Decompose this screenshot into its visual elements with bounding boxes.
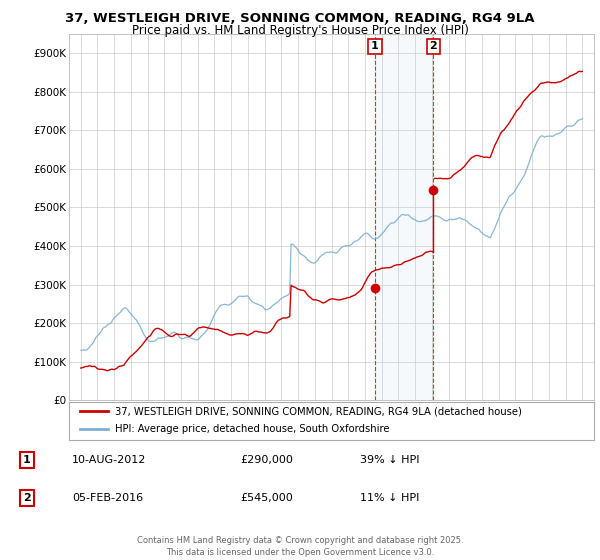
Text: 2: 2 [430, 41, 437, 52]
Text: 1: 1 [371, 41, 379, 52]
Text: 37, WESTLEIGH DRIVE, SONNING COMMON, READING, RG4 9LA: 37, WESTLEIGH DRIVE, SONNING COMMON, REA… [65, 12, 535, 25]
Text: HPI: Average price, detached house, South Oxfordshire: HPI: Average price, detached house, Sout… [115, 424, 390, 435]
Text: 37, WESTLEIGH DRIVE, SONNING COMMON, READING, RG4 9LA (detached house): 37, WESTLEIGH DRIVE, SONNING COMMON, REA… [115, 406, 522, 416]
Text: 10-AUG-2012: 10-AUG-2012 [72, 455, 146, 465]
Text: 39% ↓ HPI: 39% ↓ HPI [360, 455, 419, 465]
Text: Contains HM Land Registry data © Crown copyright and database right 2025.
This d: Contains HM Land Registry data © Crown c… [137, 536, 463, 557]
Text: 11% ↓ HPI: 11% ↓ HPI [360, 493, 419, 503]
Text: £545,000: £545,000 [240, 493, 293, 503]
Text: 2: 2 [23, 493, 31, 503]
Text: 05-FEB-2016: 05-FEB-2016 [72, 493, 143, 503]
Text: £290,000: £290,000 [240, 455, 293, 465]
Text: 1: 1 [23, 455, 31, 465]
Bar [375, 34, 433, 400]
Text: Price paid vs. HM Land Registry's House Price Index (HPI): Price paid vs. HM Land Registry's House … [131, 24, 469, 36]
